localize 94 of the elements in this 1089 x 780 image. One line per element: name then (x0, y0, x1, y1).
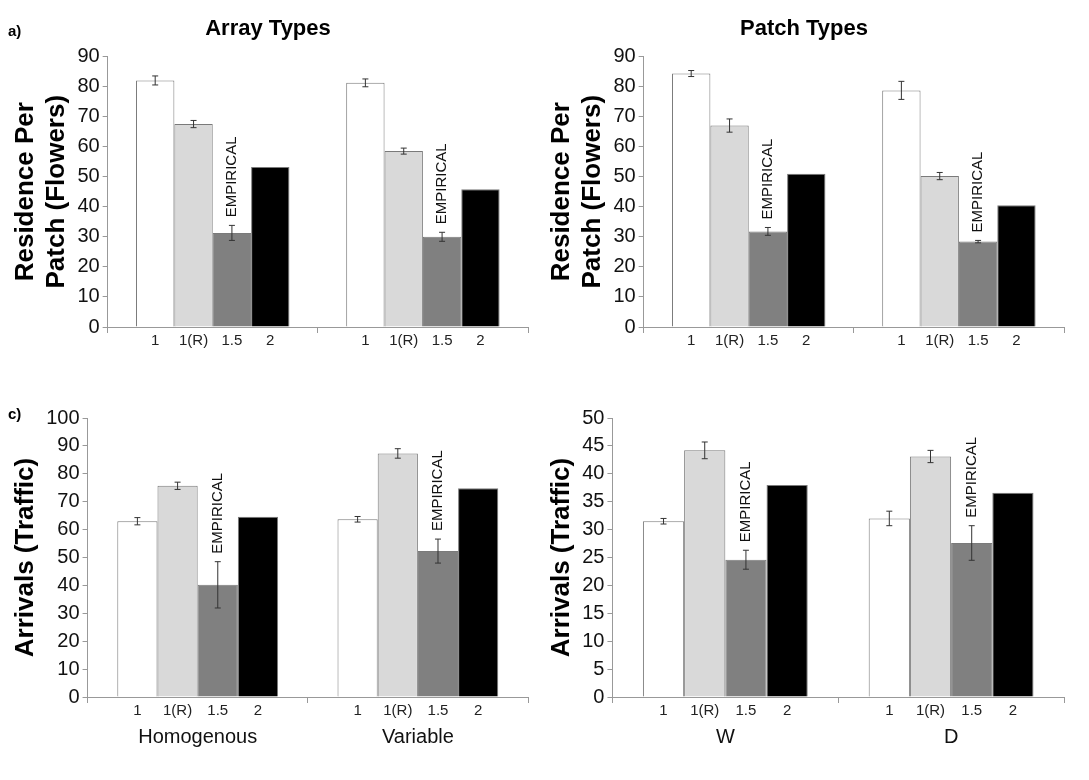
y-tick-label: 40 (613, 194, 636, 217)
y-tick-label: 30 (57, 600, 80, 623)
y-axis-title: Arrivals (Traffic) (544, 457, 575, 658)
y-tick-label: 80 (57, 461, 80, 484)
y-tick-label: 80 (77, 73, 100, 96)
text: 2 (474, 700, 483, 718)
series-label: 1(R) (163, 700, 193, 718)
y-tick-label: 0 (68, 684, 80, 707)
annotation: EMPIRICAL (758, 138, 776, 220)
y-axis-title: Residence Per Patch (Flowers) (544, 94, 606, 289)
text: 1(R) (925, 330, 955, 348)
y-tick-label: 0 (593, 684, 605, 707)
y-tick-label: 60 (77, 134, 100, 157)
series-label: 1(R) (178, 330, 209, 348)
y-tick-label: 60 (57, 517, 80, 540)
annotation: EMPIRICAL (207, 472, 225, 554)
y-tick-label: 35 (582, 489, 605, 512)
text: 1.5 (967, 330, 989, 348)
series-label: 2 (253, 700, 263, 718)
text: 1(R) (383, 700, 413, 718)
y-tick-label: 90 (57, 433, 80, 456)
y-tick-label: 10 (57, 656, 80, 679)
text: c) (8, 405, 22, 422)
text: 1 (353, 700, 362, 718)
text: 1 (361, 330, 370, 348)
y-tick-label: 15 (582, 600, 605, 623)
y-tick-label: 10 (77, 284, 100, 307)
y-tick-label: 50 (582, 405, 605, 428)
annotation: EMPIRICAL (428, 450, 446, 532)
y-tick-label: 40 (57, 572, 80, 595)
y-tick-label: 20 (613, 254, 636, 277)
y-tick-label: 40 (77, 194, 100, 217)
y-tick-label: 20 (77, 254, 100, 277)
y-axis-title: Residence Per Patch (Flowers) (8, 94, 70, 289)
series-label: 2 (782, 700, 792, 718)
series-label: 1 (151, 330, 160, 348)
y-tick-label: 0 (88, 314, 100, 337)
y-tick-label: 10 (613, 284, 636, 307)
text: 2 (1008, 700, 1018, 718)
x-tick-label: D (943, 724, 959, 747)
y-axis-title: Arrivals (Traffic) (8, 457, 39, 658)
text: 2 (1012, 330, 1021, 348)
x-tick-label: Variable (381, 724, 454, 747)
y-tick-label: 60 (613, 134, 636, 157)
y-tick-label: 20 (57, 628, 80, 651)
y-tick-label: 70 (77, 104, 100, 127)
series-label: 1(R) (690, 700, 720, 718)
y-tick-label: 50 (77, 164, 100, 187)
series-label: 1(R) (714, 330, 745, 348)
y-tick-label: 0 (624, 314, 636, 337)
y-tick-label: 90 (77, 43, 100, 66)
y-tick-label: 100 (46, 405, 80, 428)
y-tick-label: 30 (582, 517, 605, 540)
chart-title: Patch Types (740, 15, 868, 41)
y-tick-label: 50 (57, 545, 80, 568)
annotation: EMPIRICAL (968, 151, 986, 233)
series-label: 1 (133, 700, 142, 718)
text: 2 (476, 330, 485, 348)
y-tick-label: 20 (582, 572, 605, 595)
annotation: EMPIRICAL (961, 436, 979, 518)
y-tick-label: 30 (77, 224, 100, 247)
y-tick-label: 80 (613, 73, 636, 96)
text: 1.5 (431, 330, 453, 348)
series-label: 1 (659, 700, 668, 718)
series-label: 1.5 (221, 330, 243, 348)
text: 1 (885, 700, 894, 718)
chart-title: Array Types (205, 15, 331, 41)
y-tick-label: 5 (593, 656, 605, 679)
x-tick-label: W (715, 724, 735, 747)
y-tick-label: 10 (582, 628, 605, 651)
text: 1.5 (427, 700, 449, 718)
text: 1.5 (961, 700, 983, 718)
series-label: 2 (266, 330, 275, 348)
text: a) (8, 22, 22, 39)
series-label: 1.5 (757, 330, 779, 348)
text: 1(R) (389, 330, 419, 348)
text: 1(R) (915, 700, 946, 718)
annotation: EMPIRICAL (736, 461, 754, 543)
series-label: 1 (687, 330, 696, 348)
y-tick-label: 90 (613, 43, 636, 66)
y-tick-label: 70 (57, 489, 80, 512)
y-tick-label: 30 (613, 224, 636, 247)
y-tick-label: 45 (582, 433, 605, 456)
text: 1 (897, 330, 906, 348)
x-tick-label: Homogenous (138, 724, 258, 747)
annotation: EMPIRICAL (222, 136, 240, 218)
series-label: 1.5 (735, 700, 757, 718)
y-tick-label: 40 (582, 461, 605, 484)
y-tick-label: 50 (613, 164, 636, 187)
y-tick-label: 70 (613, 104, 636, 127)
series-label: 2 (802, 330, 811, 348)
series-label: 1.5 (207, 700, 229, 718)
y-tick-label: 25 (582, 545, 605, 568)
annotation: EMPIRICAL (432, 143, 450, 225)
